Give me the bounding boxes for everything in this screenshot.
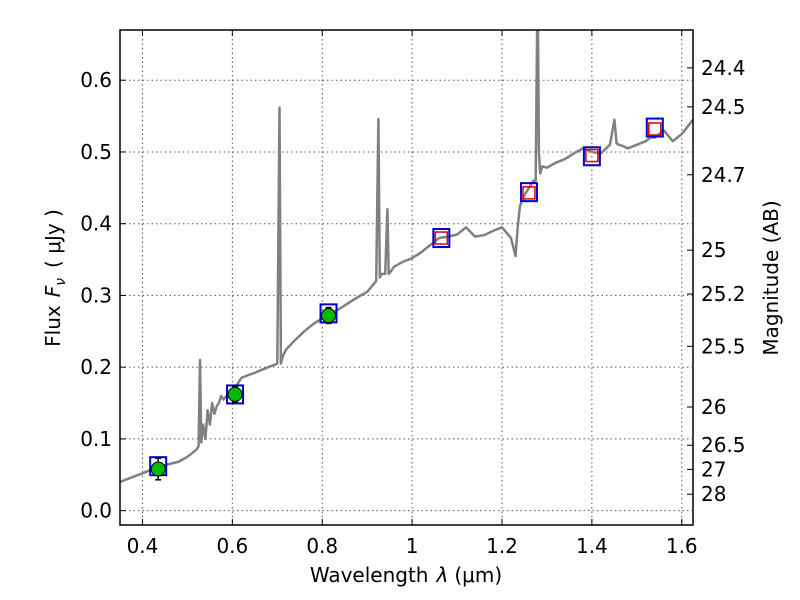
- x-axis-label: Wavelength λ (μm): [310, 563, 502, 587]
- magnitude-tick-label: 24.4: [701, 56, 746, 80]
- spectrum-layer: [120, 30, 693, 484]
- plot-frame: [119, 29, 694, 526]
- photometry-point: [150, 461, 166, 477]
- y-tick-label: 0.0: [80, 499, 112, 523]
- magnitude-tick-label: 25.5: [701, 334, 746, 358]
- x-axis-label-unit: (μm): [454, 563, 502, 587]
- model-photometry-marker: [519, 182, 538, 203]
- y-axis-label: Flux Fν ( μJy ): [41, 209, 69, 347]
- y-tick-label: 0.5: [80, 140, 112, 164]
- y-axis-label-subscript: ν: [53, 278, 69, 286]
- spectrum-line: [120, 30, 693, 484]
- y-tick-label: 0.3: [80, 283, 112, 307]
- magnitude-tick-label: 24.5: [701, 95, 746, 119]
- y-tick-label: 0.1: [80, 427, 112, 451]
- ir-photometry-marker: [434, 231, 449, 245]
- x-tick-label: 1.6: [666, 534, 698, 558]
- photometry-point: [321, 308, 337, 324]
- photometry-layer: [149, 117, 664, 481]
- magnitude-tick-label: 26: [701, 395, 726, 419]
- x-tick-label: 1.4: [576, 534, 608, 558]
- magnitude-tick-label: 25: [701, 238, 726, 262]
- magnitude-tick-label: 28: [701, 482, 726, 506]
- x-tick-label: 0.6: [216, 534, 248, 558]
- x-tick-label: 1: [406, 534, 419, 558]
- magnitude-tick-label: 25.2: [701, 282, 746, 306]
- y2-axis-label: Magnitude (AB): [759, 200, 783, 355]
- x-tick-label: 0.4: [127, 534, 159, 558]
- y-tick-label: 0.6: [80, 68, 112, 92]
- y-tick-label: 0.2: [80, 355, 112, 379]
- model-photometry-marker: [645, 117, 664, 138]
- x-tick-label: 0.8: [306, 534, 338, 558]
- ir-photometry-marker: [648, 122, 662, 136]
- ir-photometry-marker: [585, 148, 599, 163]
- photometry-point: [227, 386, 243, 402]
- y-tick-label: 0.4: [80, 212, 112, 236]
- axis-ticks: 0.4 0.6 0.8 1 1.2 1.4 1.6 0.0 0.1 0.2 0.3 0.4 0.5 0.6…: [80, 30, 746, 558]
- grid-lines: [120, 30, 693, 525]
- magnitude-tick-label: 27: [701, 457, 726, 481]
- model-photometry-marker: [582, 146, 601, 167]
- y-axis-label-unit: ( μJy ): [41, 209, 65, 268]
- magnitude-tick-label: 24.7: [701, 163, 746, 187]
- model-photometry-marker: [432, 228, 451, 249]
- ir-photometry-marker: [522, 186, 536, 200]
- model-photometry-marker: [226, 384, 245, 405]
- x-tick-label: 1.2: [486, 534, 518, 558]
- magnitude-tick-label: 26.5: [701, 433, 746, 457]
- y-axis-label-symbol: F: [41, 285, 65, 297]
- x-axis-label-symbol: λ: [436, 563, 449, 587]
- x-axis-label-prefix: Wavelength: [310, 563, 429, 587]
- y-axis-label-prefix: Flux: [41, 305, 65, 347]
